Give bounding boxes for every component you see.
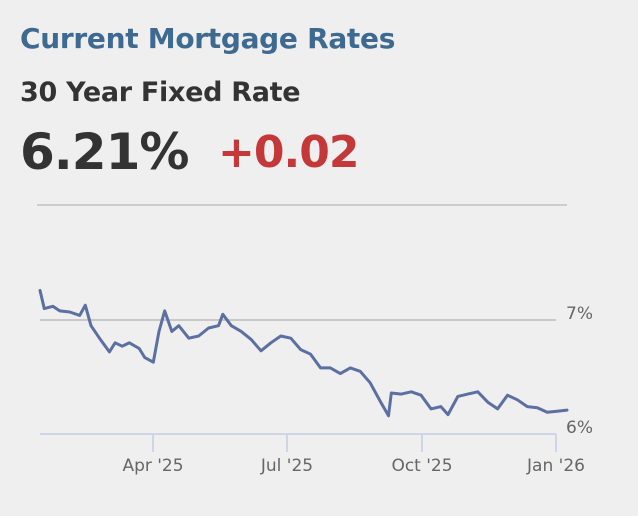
rate-change-value: +0.02 — [218, 127, 359, 178]
x-label-oct-25: Oct '25 — [391, 456, 452, 476]
x-axis-ticks — [152, 434, 557, 452]
rate-series-line — [38, 288, 569, 418]
x-label-jan-26: Jan '26 — [526, 456, 585, 476]
header-divider — [37, 204, 567, 206]
x-label-apr-25: Apr '25 — [122, 456, 183, 476]
y-label-6pct: 6% — [566, 418, 593, 438]
rate-type-label: 30 Year Fixed Rate — [20, 77, 301, 108]
y-label-7pct: 7% — [566, 304, 593, 324]
page-title: Current Mortgage Rates — [20, 22, 396, 55]
x-label-jul-25: Jul '25 — [260, 456, 313, 476]
current-rate-value: 6.21% — [20, 123, 189, 181]
